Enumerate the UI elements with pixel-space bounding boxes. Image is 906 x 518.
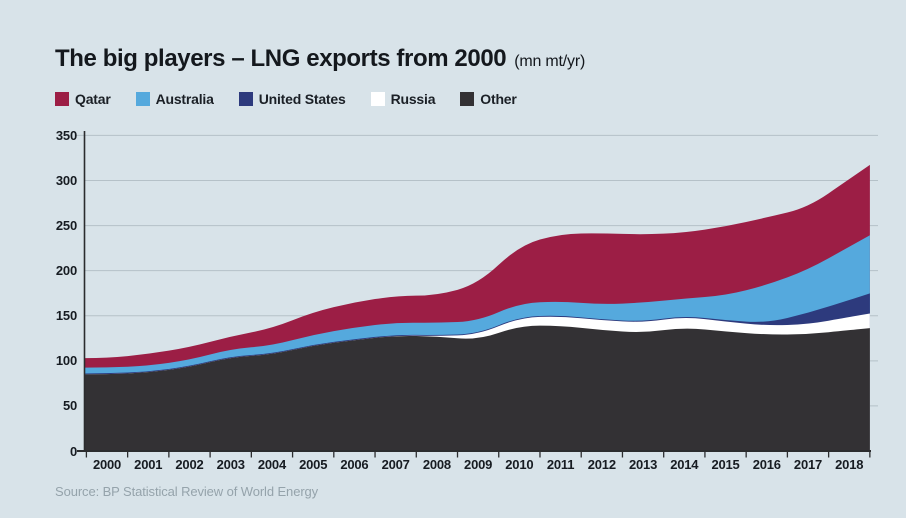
x-axis-label-2012: 2012 bbox=[587, 457, 616, 472]
x-axis-label-2009: 2009 bbox=[464, 457, 493, 472]
chart-title-text: The big players – LNG exports from 2000 bbox=[55, 45, 507, 72]
y-axis-label-0: 0 bbox=[69, 443, 77, 459]
y-axis-label-50: 50 bbox=[62, 398, 77, 414]
x-axis-label-2004: 2004 bbox=[257, 457, 286, 472]
x-axis-label-2007: 2007 bbox=[381, 457, 410, 472]
legend-swatch-qatar bbox=[55, 92, 69, 106]
y-axis-label-300: 300 bbox=[55, 172, 77, 188]
x-axis-label-2005: 2005 bbox=[299, 457, 328, 472]
x-axis-label-2011: 2011 bbox=[546, 457, 575, 472]
x-axis-label-2006: 2006 bbox=[340, 457, 369, 472]
legend-label-russia: Russia bbox=[390, 91, 436, 107]
x-axis-label-2008: 2008 bbox=[422, 457, 451, 472]
chart-title-unit: (mn mt/yr) bbox=[514, 53, 586, 70]
chart-title: The big players – LNG exports from 2000 … bbox=[55, 45, 585, 73]
y-axis-label-250: 250 bbox=[55, 218, 77, 234]
chart-legend: Qatar Australia United States Russia Oth… bbox=[55, 91, 517, 107]
area-other bbox=[85, 325, 870, 451]
legend-item-qatar: Qatar bbox=[55, 91, 111, 107]
x-axis-label-2001: 2001 bbox=[134, 457, 163, 472]
legend-swatch-australia bbox=[135, 92, 150, 106]
legend-item-australia: Australia bbox=[135, 91, 214, 107]
y-axis-label-100: 100 bbox=[55, 353, 77, 369]
y-axis-label-200: 200 bbox=[55, 263, 77, 279]
x-axis-label-2017: 2017 bbox=[793, 457, 823, 472]
x-axis-label-2018: 2018 bbox=[835, 457, 864, 472]
x-axis-label-2000: 2000 bbox=[92, 457, 122, 472]
legend-item-russia: Russia bbox=[370, 91, 436, 107]
y-axis-label-150: 150 bbox=[55, 308, 77, 324]
legend-label-australia: Australia bbox=[155, 91, 214, 107]
x-axis-label-2010: 2010 bbox=[505, 457, 534, 472]
x-axis-label-2016: 2016 bbox=[752, 457, 781, 472]
x-axis-label-2015: 2015 bbox=[711, 457, 740, 472]
source-note: Source: BP Statistical Review of World E… bbox=[55, 484, 319, 499]
legend-item-united-states: United States bbox=[238, 91, 346, 107]
y-axis-label-350: 350 bbox=[55, 127, 77, 143]
x-axis-label-2014: 2014 bbox=[670, 457, 699, 472]
legend-swatch-russia bbox=[370, 92, 385, 106]
x-axis-label-2003: 2003 bbox=[216, 457, 245, 472]
legend-swatch-united-states bbox=[238, 92, 253, 106]
legend-label-other: Other bbox=[480, 91, 517, 107]
legend-label-qatar: Qatar bbox=[75, 91, 111, 107]
legend-item-other: Other bbox=[460, 91, 517, 107]
legend-swatch-other bbox=[460, 92, 475, 106]
x-axis-label-2002: 2002 bbox=[175, 457, 204, 472]
legend-label-united-states: United States bbox=[258, 91, 346, 107]
x-axis-label-2013: 2013 bbox=[628, 457, 658, 472]
